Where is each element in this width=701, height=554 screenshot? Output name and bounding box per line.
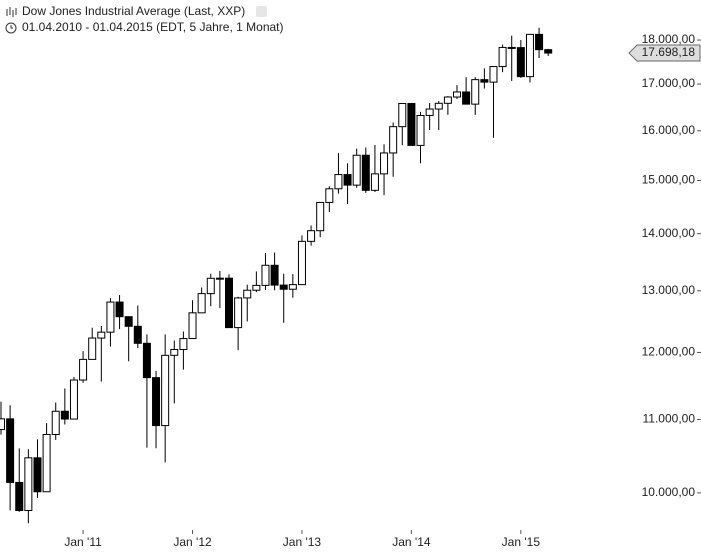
y-tick-label: 13.000,00: [642, 283, 696, 297]
candle-body: [389, 126, 398, 154]
candle-body: [316, 201, 325, 232]
candle-body: [343, 174, 352, 186]
candle-body: [498, 46, 507, 68]
y-tick-label: 15.000,00: [642, 173, 696, 187]
clock-icon: [5, 22, 17, 34]
candle-body: [69, 379, 78, 420]
candle-body: [370, 173, 379, 191]
chart-icon: [6, 7, 17, 17]
candle-body: [33, 457, 42, 493]
candle-body: [225, 277, 233, 329]
candle-body: [453, 91, 461, 98]
candle-body: [124, 316, 133, 327]
candle-body: [261, 264, 270, 286]
candle-body: [215, 277, 224, 280]
y-tick-label: 12.000,00: [642, 345, 696, 359]
candle-body: [243, 289, 252, 299]
candle-body: [15, 481, 24, 512]
y-tick-label: 11.000,00: [643, 412, 696, 426]
candle-body: [161, 354, 170, 427]
candle-body: [407, 102, 416, 146]
candle-body: [398, 102, 407, 128]
candle-body: [380, 152, 389, 175]
candle-body: [443, 96, 452, 104]
candle-body: [307, 230, 316, 242]
candle-body: [0, 418, 5, 431]
candle-body: [544, 49, 553, 54]
candle-body: [334, 174, 343, 190]
candle-body: [489, 66, 498, 83]
candle-body: [279, 284, 288, 290]
candle-body: [425, 108, 434, 116]
candle-body: [206, 277, 215, 295]
candle-body: [507, 46, 516, 49]
clock-hands: [10, 25, 13, 29]
candle-body: [88, 337, 97, 360]
candle-body: [471, 79, 480, 105]
candle-body: [188, 312, 197, 340]
candle-body: [97, 331, 106, 339]
candle-body: [252, 284, 261, 291]
candle-body: [197, 293, 206, 314]
x-tick-label: Jan '11: [64, 535, 102, 549]
candle-body: [115, 301, 124, 318]
x-tick-label: Jan '14: [392, 535, 431, 549]
chart-title: Dow Jones Industrial Average (Last, XXP): [22, 4, 245, 18]
y-tick-label: 10.000,00: [642, 485, 696, 499]
candle-body: [270, 264, 279, 286]
candle-body: [142, 342, 151, 379]
candle-body: [133, 325, 142, 344]
candle-body: [79, 358, 88, 381]
candle-body: [325, 188, 334, 203]
x-tick-label: Jan '15: [502, 535, 541, 549]
last-price-label: 17.698,18: [642, 45, 696, 59]
candle-body: [352, 154, 361, 186]
y-tick-label: 14.000,00: [642, 226, 696, 240]
candle-body: [152, 377, 161, 427]
candle-body: [106, 301, 115, 333]
candle-body: [525, 33, 534, 78]
candle-body: [42, 433, 51, 493]
chart-subtitle: 01.04.2010 - 01.04.2015 (EDT, 5 Jahre, 1…: [22, 20, 284, 34]
last-price-flag: [628, 44, 701, 62]
candle-body: [24, 457, 33, 512]
candle-body: [51, 410, 60, 435]
y-tick-label: 18.000,00: [642, 32, 696, 46]
candle-body: [60, 410, 69, 420]
candle-body: [179, 338, 188, 350]
candle-body: [434, 102, 443, 110]
x-tick-label: Jan '12: [173, 535, 212, 549]
info-icon[interactable]: [256, 6, 267, 17]
candle-body: [480, 79, 489, 83]
candle-body: [535, 33, 544, 51]
candle-body: [6, 418, 15, 483]
candle-body: [462, 91, 471, 105]
x-tick-label: Jan '13: [283, 535, 322, 549]
y-tick-label: 17.000,00: [642, 76, 696, 90]
candle-body: [288, 284, 297, 290]
y-tick-label: 16.000,00: [642, 123, 696, 137]
candle-body: [234, 297, 243, 329]
candle-body: [416, 114, 425, 146]
candle-body: [297, 240, 306, 286]
candle-body: [170, 348, 179, 356]
candle-body: [361, 154, 370, 191]
candle-body: [516, 47, 525, 78]
